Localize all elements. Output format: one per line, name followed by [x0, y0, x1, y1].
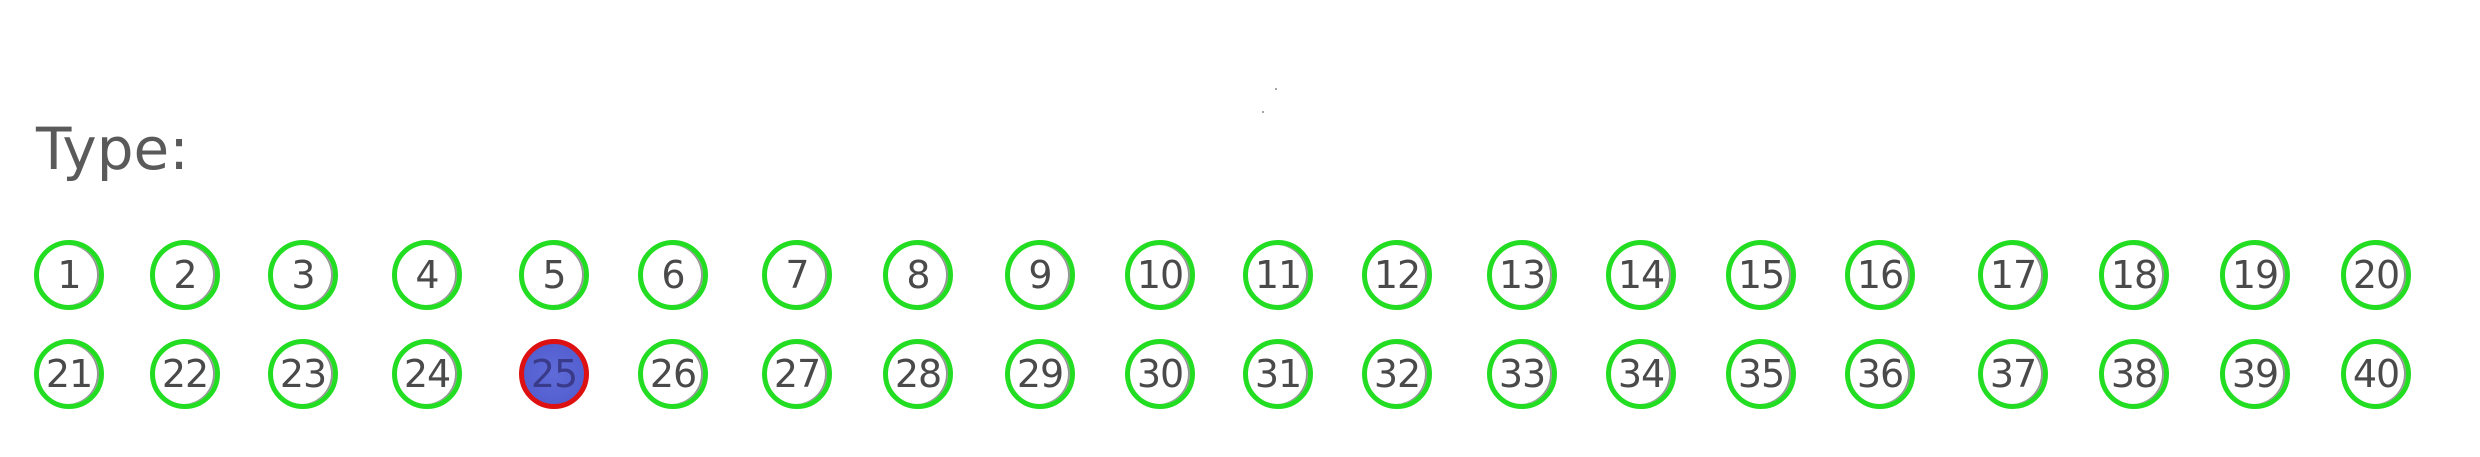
option-circle-14[interactable]: 14 [1606, 240, 1676, 310]
option-circle-23[interactable]: 23 [268, 339, 338, 409]
option-circle-40[interactable]: 40 [2341, 339, 2411, 409]
option-circle-29[interactable]: 29 [1005, 339, 1075, 409]
speck-mark [1275, 88, 1277, 90]
option-number: 2 [173, 253, 197, 297]
option-circle-38[interactable]: 38 [2099, 339, 2169, 409]
option-circle-35[interactable]: 35 [1726, 339, 1796, 409]
option-circle-9[interactable]: 9 [1005, 240, 1075, 310]
option-number: 6 [661, 253, 685, 297]
option-number: 3 [291, 253, 315, 297]
option-number: 28 [894, 352, 942, 396]
option-number: 30 [1136, 352, 1184, 396]
option-number: 22 [161, 352, 209, 396]
option-circle-27[interactable]: 27 [762, 339, 832, 409]
option-circle-1[interactable]: 1 [34, 240, 104, 310]
option-circle-26[interactable]: 26 [638, 339, 708, 409]
option-circle-8[interactable]: 8 [883, 240, 953, 310]
option-number: 32 [1373, 352, 1421, 396]
option-circle-4[interactable]: 4 [392, 240, 462, 310]
option-number: 31 [1254, 352, 1302, 396]
option-circle-28[interactable]: 28 [883, 339, 953, 409]
option-circle-18[interactable]: 18 [2099, 240, 2169, 310]
type-label: Type: [36, 115, 189, 183]
option-number: 29 [1016, 352, 1064, 396]
option-number: 8 [906, 253, 930, 297]
option-circle-15[interactable]: 15 [1726, 240, 1796, 310]
option-circle-3[interactable]: 3 [268, 240, 338, 310]
option-number: 9 [1028, 253, 1052, 297]
option-number: 14 [1617, 253, 1665, 297]
option-circle-33[interactable]: 33 [1487, 339, 1557, 409]
option-circle-20[interactable]: 20 [2341, 240, 2411, 310]
option-number: 33 [1498, 352, 1546, 396]
option-number: 35 [1737, 352, 1785, 396]
option-circle-32[interactable]: 32 [1362, 339, 1432, 409]
option-number: 25 [530, 352, 578, 396]
option-circle-37[interactable]: 37 [1978, 339, 2048, 409]
option-row-1: 1 2 3 4 5 6 7 8 9 10 11 12 13 14 15 16 17 18 19 20 [0, 240, 2480, 320]
option-number: 23 [279, 352, 327, 396]
option-number: 38 [2110, 352, 2158, 396]
option-number: 1 [57, 253, 81, 297]
option-circle-31[interactable]: 31 [1243, 339, 1313, 409]
option-circle-16[interactable]: 16 [1845, 240, 1915, 310]
option-circle-11[interactable]: 11 [1243, 240, 1313, 310]
option-circle-7[interactable]: 7 [762, 240, 832, 310]
option-circle-17[interactable]: 17 [1978, 240, 2048, 310]
option-number: 13 [1498, 253, 1546, 297]
option-number: 5 [542, 253, 566, 297]
option-row-2: 21 22 23 24 25 26 27 28 29 30 31 32 33 34 35 36 37 38 39 40 [0, 339, 2480, 419]
option-number: 7 [785, 253, 809, 297]
option-number: 36 [1856, 352, 1904, 396]
option-number: 17 [1989, 253, 2037, 297]
option-number: 37 [1989, 352, 2037, 396]
option-number: 27 [773, 352, 821, 396]
option-circle-34[interactable]: 34 [1606, 339, 1676, 409]
option-circle-22[interactable]: 22 [150, 339, 220, 409]
option-circle-25[interactable]: 25 [519, 339, 589, 409]
option-circle-12[interactable]: 12 [1362, 240, 1432, 310]
option-number: 10 [1136, 253, 1184, 297]
option-number: 19 [2231, 253, 2279, 297]
option-circle-21[interactable]: 21 [34, 339, 104, 409]
option-number: 15 [1737, 253, 1785, 297]
option-number: 12 [1373, 253, 1421, 297]
option-number: 39 [2231, 352, 2279, 396]
option-number: 11 [1254, 253, 1302, 297]
option-circle-2[interactable]: 2 [150, 240, 220, 310]
option-circle-6[interactable]: 6 [638, 240, 708, 310]
option-number: 18 [2110, 253, 2158, 297]
option-number: 24 [403, 352, 451, 396]
option-number: 21 [45, 352, 93, 396]
option-circle-24[interactable]: 24 [392, 339, 462, 409]
option-circle-39[interactable]: 39 [2220, 339, 2290, 409]
option-circle-36[interactable]: 36 [1845, 339, 1915, 409]
option-circle-30[interactable]: 30 [1125, 339, 1195, 409]
option-circle-19[interactable]: 19 [2220, 240, 2290, 310]
option-number: 4 [415, 253, 439, 297]
option-number: 20 [2352, 253, 2400, 297]
option-circle-5[interactable]: 5 [519, 240, 589, 310]
option-number: 34 [1617, 352, 1665, 396]
option-number: 40 [2352, 352, 2400, 396]
option-number: 26 [649, 352, 697, 396]
option-circle-10[interactable]: 10 [1125, 240, 1195, 310]
option-number: 16 [1856, 253, 1904, 297]
option-circle-13[interactable]: 13 [1487, 240, 1557, 310]
speck-mark [1262, 111, 1264, 113]
